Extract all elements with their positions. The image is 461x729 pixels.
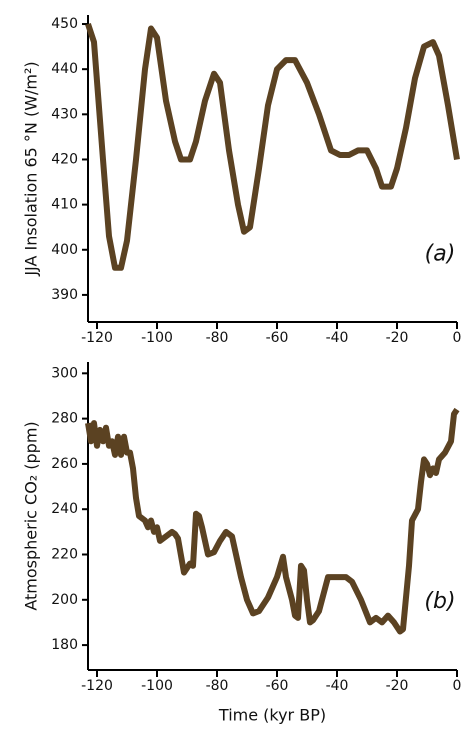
y-tick-label: 400	[51, 242, 78, 258]
x-tick-label: -20	[386, 330, 409, 346]
panel-annotation: (b)	[424, 589, 455, 614]
y-tick-label: 450	[51, 16, 78, 32]
y-tick-label: 220	[51, 547, 78, 563]
y-tick-label: 430	[51, 106, 78, 122]
y-tick-label: 280	[51, 411, 78, 427]
y-axis-label: Atmospheric CO₂ (ppm)	[22, 421, 41, 610]
x-tick-label: 0	[453, 330, 461, 346]
x-tick-label: -60	[266, 330, 289, 346]
y-tick-label: 420	[51, 151, 78, 167]
data-line	[85, 407, 460, 635]
x-tick-label: -40	[326, 330, 349, 346]
panel-annotation: (a)	[425, 241, 456, 266]
y-tick-label: 200	[51, 592, 78, 608]
y-tick-label: 260	[51, 456, 78, 472]
x-tick-label: -120	[81, 678, 113, 694]
x-tick-label: -40	[326, 678, 349, 694]
x-tick-label: -120	[81, 330, 113, 346]
x-tick-label: 0	[453, 678, 461, 694]
y-tick-label: 240	[51, 501, 78, 517]
y-tick-label: 390	[51, 287, 78, 303]
x-tick-label: -60	[266, 678, 289, 694]
x-tick-label: -80	[206, 330, 229, 346]
x-tick-label: -100	[141, 330, 173, 346]
x-tick-label: -80	[206, 678, 229, 694]
y-axis-label: JJA Insolation 65 °N (W/m²)	[22, 61, 41, 276]
x-axis-label: Time (kyr BP)	[218, 706, 326, 725]
x-tick-label: -20	[386, 678, 409, 694]
y-tick-label: 410	[51, 197, 78, 213]
x-tick-label: -100	[141, 678, 173, 694]
y-tick-label: 300	[51, 365, 78, 381]
y-tick-label: 440	[51, 61, 78, 77]
y-tick-label: 180	[51, 637, 78, 653]
data-line	[85, 23, 460, 271]
